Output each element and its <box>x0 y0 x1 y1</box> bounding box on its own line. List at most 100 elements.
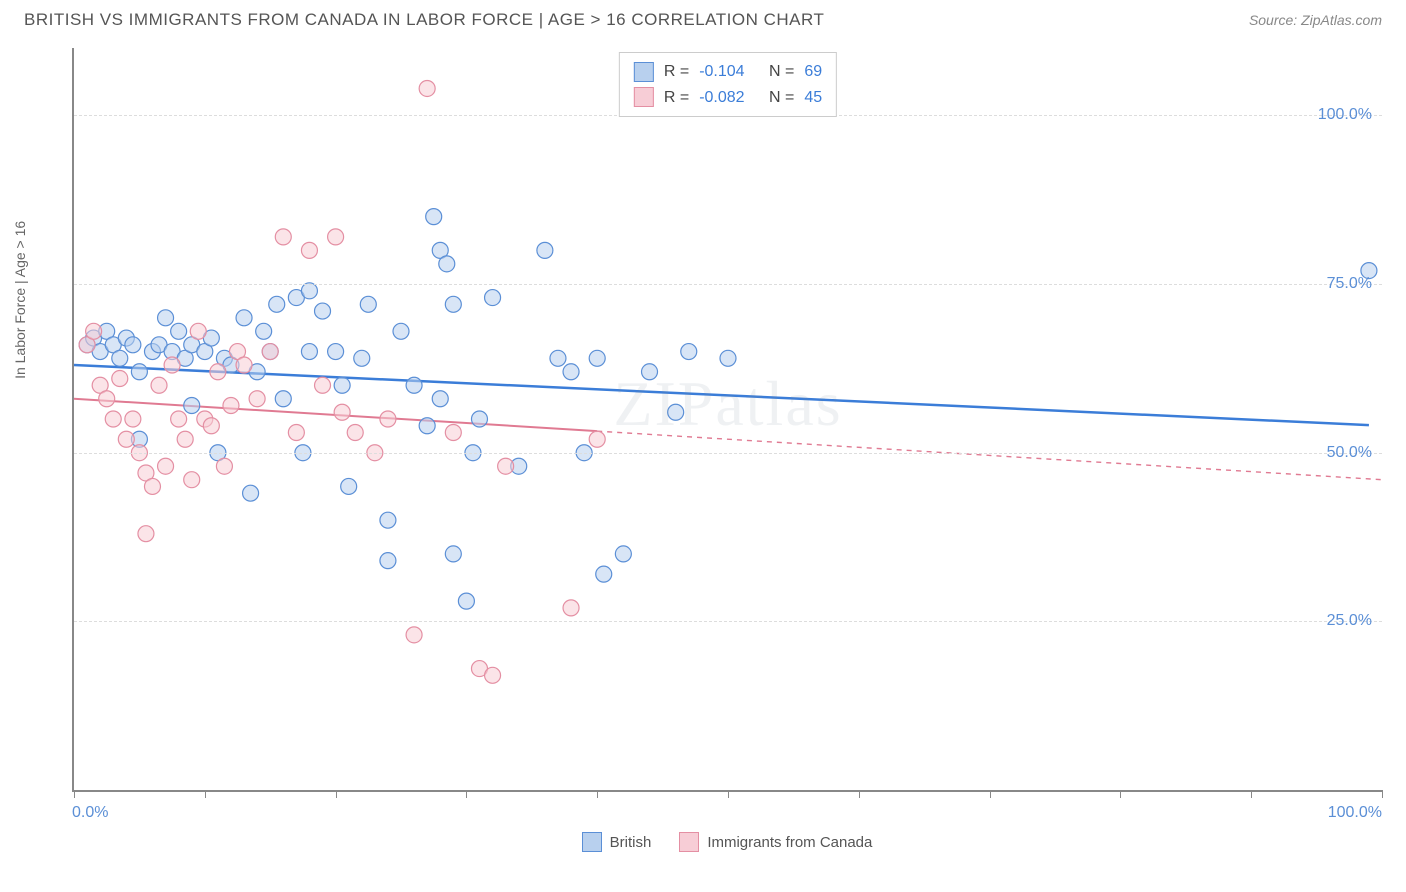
data-point <box>328 344 344 360</box>
swatch-blue <box>634 62 654 82</box>
y-tick-label: 25.0% <box>1327 612 1372 630</box>
x-tick <box>466 790 467 798</box>
x-max-label: 100.0% <box>1328 804 1382 822</box>
data-point <box>236 310 252 326</box>
data-point <box>380 411 396 427</box>
data-point <box>86 323 102 339</box>
data-point <box>426 209 442 225</box>
r-label: R = <box>664 85 689 111</box>
data-point <box>177 431 193 447</box>
chart-header: BRITISH VS IMMIGRANTS FROM CANADA IN LAB… <box>0 0 1406 38</box>
y-tick-label: 50.0% <box>1327 444 1372 462</box>
data-point <box>432 391 448 407</box>
data-point <box>445 424 461 440</box>
data-point <box>439 256 455 272</box>
legend-item: Immigrants from Canada <box>679 832 872 852</box>
chart-area: In Labor Force | Age > 16 R = -0.104 N =… <box>24 48 1382 852</box>
swatch-pink <box>634 87 654 107</box>
data-point <box>158 310 174 326</box>
correlation-legend: R = -0.104 N = 69 R = -0.082 N = 45 <box>619 52 837 117</box>
data-point <box>615 546 631 562</box>
x-tick <box>859 790 860 798</box>
data-point <box>125 337 141 353</box>
gridline <box>74 453 1382 454</box>
y-tick-label: 100.0% <box>1318 106 1372 124</box>
data-point <box>537 242 553 258</box>
data-point <box>118 431 134 447</box>
data-point <box>243 485 259 501</box>
series-legend: British Immigrants from Canada <box>72 832 1382 852</box>
data-point <box>138 526 154 542</box>
data-point <box>236 357 252 373</box>
data-point <box>112 371 128 387</box>
data-point <box>445 296 461 312</box>
gridline <box>74 284 1382 285</box>
data-point <box>419 418 435 434</box>
data-point <box>485 290 501 306</box>
n-value: 45 <box>804 85 822 111</box>
x-axis-labels: 0.0% 100.0% <box>72 804 1382 824</box>
x-min-label: 0.0% <box>72 804 108 822</box>
data-point <box>406 627 422 643</box>
x-tick <box>336 790 337 798</box>
legend-row: R = -0.104 N = 69 <box>634 59 822 85</box>
r-value: -0.082 <box>699 85 744 111</box>
data-point <box>184 472 200 488</box>
data-point <box>315 377 331 393</box>
data-point <box>223 398 239 414</box>
y-axis-label: In Labor Force | Age > 16 <box>12 221 28 379</box>
data-point <box>563 600 579 616</box>
data-point <box>158 458 174 474</box>
data-point <box>334 377 350 393</box>
data-point <box>125 411 141 427</box>
x-tick <box>205 790 206 798</box>
n-value: 69 <box>804 59 822 85</box>
legend-label: Immigrants from Canada <box>707 834 872 851</box>
data-point <box>668 404 684 420</box>
r-value: -0.104 <box>699 59 744 85</box>
data-point <box>589 431 605 447</box>
x-tick <box>74 790 75 798</box>
data-point <box>210 364 226 380</box>
data-point <box>262 344 278 360</box>
data-point <box>301 344 317 360</box>
n-label: N = <box>769 85 794 111</box>
chart-title: BRITISH VS IMMIGRANTS FROM CANADA IN LAB… <box>24 10 824 30</box>
legend-row: R = -0.082 N = 45 <box>634 85 822 111</box>
gridline <box>74 621 1382 622</box>
y-tick-label: 75.0% <box>1327 275 1372 293</box>
data-point <box>720 350 736 366</box>
x-tick <box>1251 790 1252 798</box>
swatch-pink <box>679 832 699 852</box>
data-point <box>288 424 304 440</box>
legend-label: British <box>610 834 652 851</box>
data-point <box>360 296 376 312</box>
data-point <box>596 566 612 582</box>
data-point <box>216 458 232 474</box>
x-tick <box>728 790 729 798</box>
data-point <box>171 411 187 427</box>
data-point <box>445 546 461 562</box>
data-point <box>498 458 514 474</box>
data-point <box>347 424 363 440</box>
data-point <box>328 229 344 245</box>
data-point <box>485 667 501 683</box>
data-point <box>458 593 474 609</box>
data-point <box>334 404 350 420</box>
data-point <box>275 391 291 407</box>
data-point <box>249 391 265 407</box>
swatch-blue <box>582 832 602 852</box>
data-point <box>681 344 697 360</box>
data-point <box>354 350 370 366</box>
data-point <box>99 391 115 407</box>
data-point <box>301 283 317 299</box>
scatter-points <box>74 48 1382 790</box>
data-point <box>380 512 396 528</box>
r-label: R = <box>664 59 689 85</box>
x-tick <box>597 790 598 798</box>
x-tick <box>1382 790 1383 798</box>
data-point <box>105 411 121 427</box>
data-point <box>131 364 147 380</box>
x-tick <box>990 790 991 798</box>
chart-source: Source: ZipAtlas.com <box>1249 12 1382 28</box>
